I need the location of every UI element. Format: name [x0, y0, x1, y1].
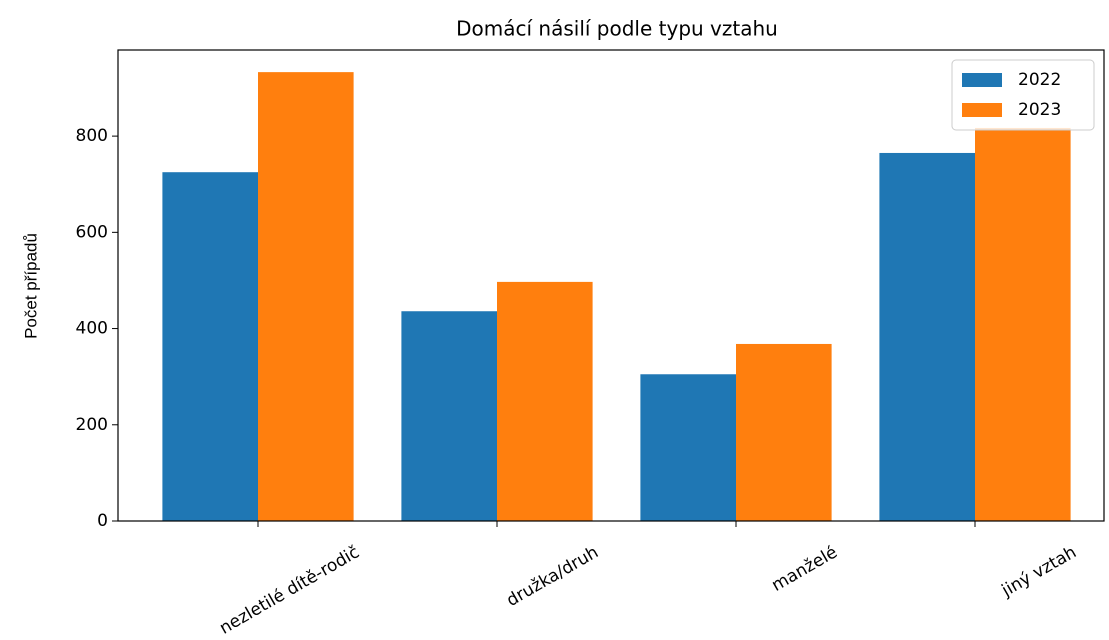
chart-title: Domácí násilí podle typu vztahu — [456, 17, 778, 41]
x-tick-label: manželé — [768, 542, 841, 595]
x-tick-label: nezletilé dítě-rodič — [216, 542, 363, 636]
legend-swatch — [962, 73, 1002, 87]
legend-label: 2023 — [1018, 100, 1061, 120]
bar — [736, 343, 832, 521]
bar — [401, 311, 497, 521]
bar — [975, 127, 1071, 521]
bar — [879, 152, 975, 521]
x-tick-label: družka/druh — [503, 542, 602, 611]
y-tick-label: 600 — [76, 222, 108, 242]
x-tick-label: jiný vztah — [998, 542, 1080, 601]
plot-frame — [117, 49, 1105, 522]
bar — [162, 172, 258, 522]
bar — [640, 374, 736, 521]
y-tick-label: 200 — [76, 415, 108, 435]
bar — [497, 281, 593, 521]
y-tick-label: 800 — [76, 126, 108, 146]
y-axis-label: Počet případů — [21, 233, 40, 339]
y-tick-label: 400 — [76, 319, 108, 339]
legend-label: 2022 — [1018, 70, 1061, 90]
bar — [258, 72, 354, 522]
y-tick-label: 0 — [97, 511, 108, 531]
legend-swatch — [962, 103, 1002, 117]
